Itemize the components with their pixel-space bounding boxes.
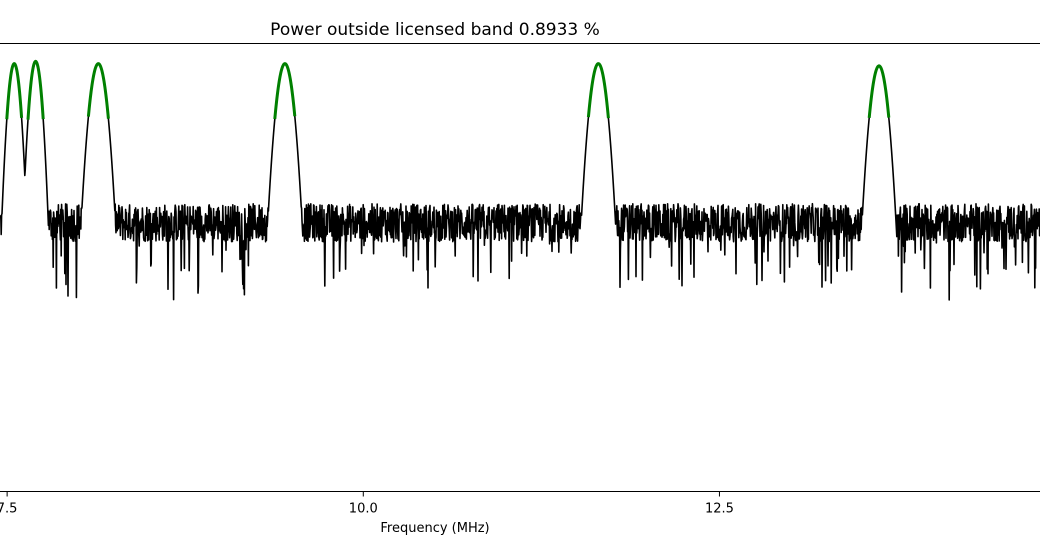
spectrum-line <box>0 60 1040 301</box>
x-tick-label: 12.5 <box>705 502 734 517</box>
licensed-band-peak <box>5 62 24 120</box>
licensed-band-peak <box>586 62 610 119</box>
series-layer <box>0 59 1040 301</box>
licensed-band-peak <box>86 62 110 119</box>
chart-title: Power outside licensed band 0.8933 % <box>270 20 600 40</box>
licensed-band-peak <box>26 59 45 120</box>
x-tick-label: 10.0 <box>349 502 378 517</box>
licensed-band-peak <box>273 62 297 120</box>
x-ticks: 7.5 10.0 12.5 <box>0 491 734 517</box>
x-tick-label: 7.5 <box>0 502 17 517</box>
licensed-band-peak <box>867 64 891 119</box>
x-axis-label: Frequency (MHz) <box>380 521 489 536</box>
